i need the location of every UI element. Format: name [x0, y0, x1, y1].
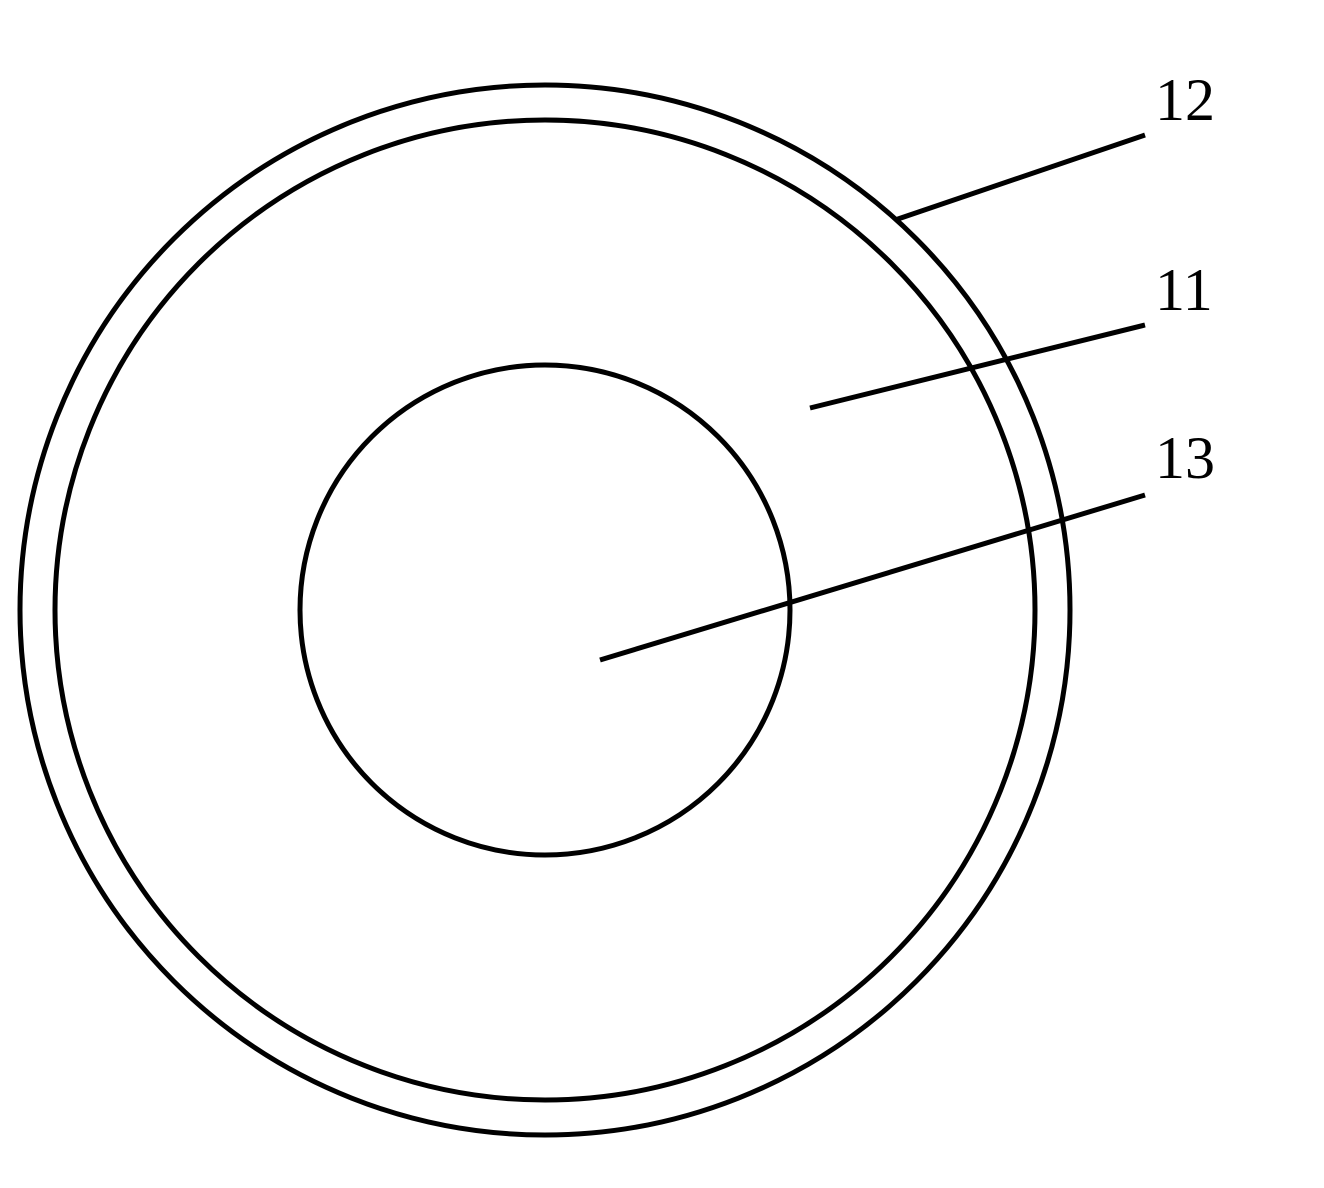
label-11: 11 [1155, 257, 1213, 323]
middle-ring-circle [55, 120, 1035, 1100]
leader-line-12 [895, 135, 1145, 220]
outer-ring-circle [20, 85, 1070, 1135]
leader-line-13 [600, 495, 1145, 660]
annotations-group: 12 11 13 [600, 67, 1215, 660]
label-13: 13 [1155, 425, 1215, 491]
diagram-svg: 12 11 13 [0, 0, 1324, 1188]
leader-line-11 [810, 325, 1145, 408]
inner-circle [300, 365, 790, 855]
label-12: 12 [1155, 67, 1215, 133]
